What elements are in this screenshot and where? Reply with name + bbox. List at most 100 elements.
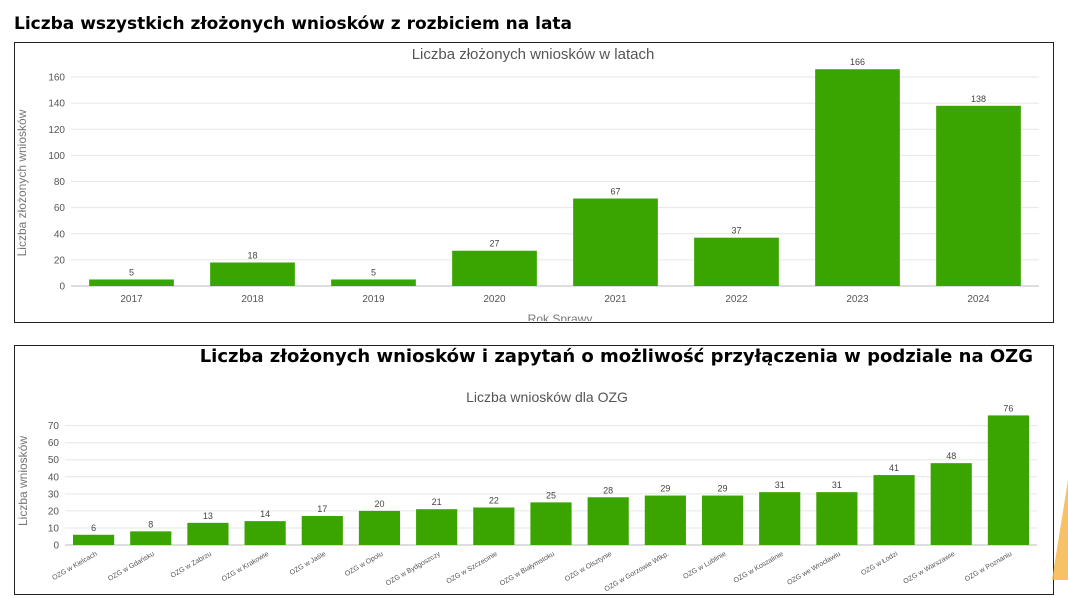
chart2-data-label: 20 bbox=[374, 499, 384, 509]
chart2-xtick-label: OZG w Warszawie bbox=[902, 551, 956, 586]
chart2-ytick-label: 50 bbox=[48, 455, 60, 466]
chart2-xtick-label: OZG w Kielcach bbox=[51, 551, 98, 582]
chart1-xtick-label: 2022 bbox=[725, 294, 748, 305]
chart2-xtick-label: OZG w Szczecinie bbox=[445, 551, 498, 586]
chart1-bar bbox=[331, 279, 416, 286]
chart1-xtick-label: 2023 bbox=[846, 294, 869, 305]
chart2-bar bbox=[358, 510, 401, 545]
chart1-xtick-label: 2024 bbox=[967, 294, 990, 305]
chart2-bar bbox=[244, 521, 286, 545]
section2-heading: Liczba złożonych wniosków i zapytań o mo… bbox=[199, 346, 1033, 367]
chart2-data-label: 13 bbox=[203, 511, 213, 521]
chart2-data-label: 22 bbox=[489, 495, 499, 505]
chart2-bar bbox=[473, 507, 515, 545]
chart1-data-label: 5 bbox=[129, 267, 134, 277]
chart2-ylabel: Liczba wniosków bbox=[16, 436, 30, 526]
chart2-xtick-label: OZG w Bydgoszczy bbox=[385, 550, 442, 587]
chart1-data-label: 18 bbox=[247, 250, 257, 260]
chart2-data-label: 25 bbox=[546, 490, 556, 500]
chart2-bar bbox=[530, 502, 572, 545]
chart2-bar bbox=[416, 509, 458, 545]
chart2-data-label: 31 bbox=[832, 480, 842, 490]
chart1-bar bbox=[452, 250, 537, 286]
section1-heading: Liczba wszystkich złożonych wniosków z r… bbox=[14, 14, 573, 34]
chart2-xtick-label: OZG w Olsztynie bbox=[564, 551, 613, 584]
chart2-ytick-label: 30 bbox=[48, 489, 60, 500]
chart1-xtick-label: 2019 bbox=[362, 294, 385, 305]
chart2-data-label: 14 bbox=[260, 509, 270, 519]
chart2-data-label: 76 bbox=[1003, 403, 1013, 413]
chart1-title: Liczba złożonych wniosków w latach bbox=[412, 46, 655, 63]
chart2-data-label: 29 bbox=[660, 484, 670, 494]
chart2-data-label: 29 bbox=[718, 484, 728, 494]
chart2-data-label: 41 bbox=[889, 463, 899, 473]
chart1-ytick-label: 100 bbox=[48, 151, 65, 162]
chart2-ytick-label: 70 bbox=[48, 421, 60, 432]
chart1-bar bbox=[815, 69, 900, 286]
chart2-xtick-label: OZG w Krakowie bbox=[221, 551, 270, 584]
chart1-xtick-label: 2018 bbox=[241, 294, 264, 305]
chart2-svg: Liczba wniosków dla OZG Liczba wniosków … bbox=[16, 389, 1037, 593]
chart2-xtick-label: OZG w Białymstoku bbox=[499, 551, 556, 588]
chart2-xtick-label: OZG w Łodzi bbox=[860, 550, 899, 577]
chart1-xtick-label: 2017 bbox=[120, 294, 143, 305]
chart2-bar bbox=[701, 495, 744, 545]
chart2-bar bbox=[816, 492, 858, 545]
chart2-bar bbox=[587, 497, 629, 545]
chart1-bar bbox=[694, 237, 779, 286]
chart1-ytick-label: 80 bbox=[54, 177, 66, 188]
chart2-bar bbox=[644, 495, 686, 545]
chart2-title: Liczba wniosków dla OZG bbox=[466, 389, 628, 405]
chart1-panel: Liczba złożonych wniosków w latach Rok S… bbox=[14, 42, 1054, 326]
chart1-xtick-label: 2021 bbox=[604, 294, 627, 305]
chart2-data-label: 21 bbox=[432, 497, 442, 507]
chart1-ytick-label: 160 bbox=[48, 73, 65, 84]
chart2-bar bbox=[987, 415, 1029, 545]
chart2-panel: Liczba złożonych wniosków i zapytań o mo… bbox=[14, 345, 1054, 595]
chart2-ytick-label: 0 bbox=[53, 541, 59, 552]
chart2-data-label: 6 bbox=[91, 523, 96, 533]
chart1-bar bbox=[936, 105, 1021, 286]
chart1-ytick-label: 60 bbox=[54, 203, 66, 214]
chart2-data-label: 28 bbox=[603, 485, 613, 495]
chart2-xtick-label: OZG w Poznaniu bbox=[964, 551, 1014, 584]
chart2-xtick-label: OZG w Gorzowie Wlkp. bbox=[604, 551, 671, 593]
chart2-bar bbox=[73, 534, 115, 545]
chart2-xtick-label: OZG w Gdańsku bbox=[107, 551, 156, 583]
chart2-data-label: 8 bbox=[148, 519, 153, 529]
chart2-bar bbox=[187, 522, 229, 545]
chart2-bar bbox=[301, 516, 343, 545]
chart2-bar bbox=[930, 463, 972, 545]
chart1-data-label: 166 bbox=[850, 57, 865, 67]
chart1-ytick-label: 120 bbox=[48, 125, 65, 136]
chart2-xtick-label: OZG w Opolu bbox=[344, 551, 385, 579]
chart2-ytick-label: 10 bbox=[48, 523, 60, 534]
chart1-xlabel: Rok Sprawy bbox=[528, 312, 593, 321]
chart2-data-label: 31 bbox=[775, 480, 785, 490]
chart1-bar bbox=[89, 279, 174, 286]
chart2-xtick-label: OZG w Zabrzu bbox=[170, 551, 213, 580]
chart1-svg: Liczba złożonych wniosków w latach Rok S… bbox=[15, 46, 1039, 326]
chart2-ytick-label: 60 bbox=[48, 438, 60, 449]
chart2-xtick-label: OZG w Lublinie bbox=[682, 551, 727, 581]
chart1-bar bbox=[573, 198, 658, 286]
chart1-ylabel: Liczba złożonych wniosków bbox=[15, 109, 29, 256]
chart2-bar bbox=[759, 492, 801, 545]
chart1-xtick-label: 2020 bbox=[483, 294, 506, 305]
chart2-ytick-label: 40 bbox=[48, 472, 60, 483]
chart2-bar bbox=[873, 475, 915, 545]
chart1-data-label: 5 bbox=[371, 267, 376, 277]
chart1-data-label: 37 bbox=[731, 226, 741, 236]
chart2-xtick-label: OZG w Jaśle bbox=[289, 551, 328, 577]
chart2-data-label: 48 bbox=[946, 451, 956, 461]
chart1-ytick-label: 0 bbox=[59, 282, 65, 293]
chart2-bar bbox=[130, 531, 172, 545]
chart1-data-label: 27 bbox=[489, 239, 499, 249]
chart1-ytick-label: 40 bbox=[54, 229, 66, 240]
chart2-xtick-label: OZG we Wrocławiu bbox=[786, 551, 842, 587]
corner-decoration bbox=[1052, 480, 1068, 580]
chart1-bar bbox=[210, 262, 295, 286]
chart2-data-label: 17 bbox=[317, 504, 327, 514]
chart1-data-label: 138 bbox=[971, 94, 986, 104]
chart2-ytick-label: 20 bbox=[48, 506, 60, 517]
